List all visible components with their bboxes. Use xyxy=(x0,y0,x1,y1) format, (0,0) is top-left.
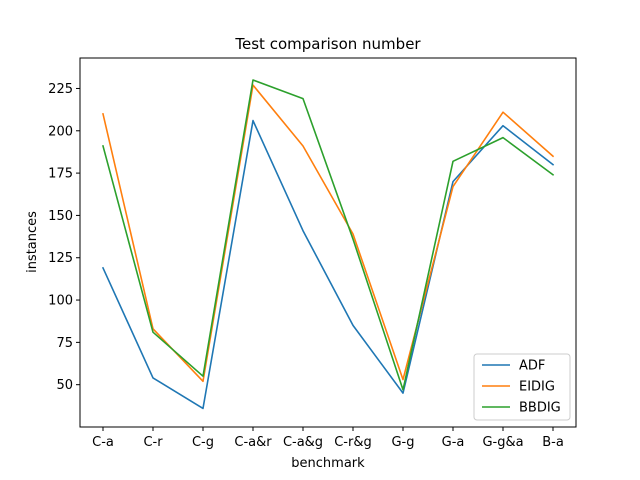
y-tick-label: 75 xyxy=(56,336,73,351)
y-tick-label: 225 xyxy=(48,82,73,97)
x-tick-label: C-a xyxy=(92,435,114,450)
y-tick-label: 100 xyxy=(48,294,73,309)
y-tick-label: 150 xyxy=(48,209,73,224)
legend-label: EIDIG xyxy=(519,380,555,395)
x-tick-label: C-g xyxy=(192,435,214,450)
x-axis-label: benchmark xyxy=(291,456,365,471)
legend-box xyxy=(473,353,571,421)
x-tick-label: C-r xyxy=(143,435,163,450)
x-tick-label: G-a xyxy=(442,435,465,450)
plot-area xyxy=(101,79,555,410)
x-tick-label: B-a xyxy=(542,435,564,450)
y-tick-label: 125 xyxy=(48,251,73,266)
x-tick-label: G-g&a xyxy=(482,435,523,450)
y-tick-label: 175 xyxy=(48,167,73,182)
legend: ADF EIDIG BBDIG xyxy=(473,353,571,421)
y-tick-label: 200 xyxy=(48,124,73,139)
x-tick-label: G-g xyxy=(391,435,414,450)
legend-label: BBDIG xyxy=(519,401,561,416)
series-line-adf xyxy=(101,119,555,410)
series-line-bbdig xyxy=(102,79,555,391)
y-axis-label: instances xyxy=(25,211,40,273)
chart-title: Test comparison number xyxy=(234,35,421,53)
legend-label: ADF xyxy=(519,359,545,374)
x-tick-label: C-a&g xyxy=(283,435,323,450)
y-tick-label: 50 xyxy=(56,378,73,393)
x-tick-label: C-a&r xyxy=(234,435,272,450)
plot-frame xyxy=(79,57,577,428)
x-tick-label: C-r&g xyxy=(334,435,372,450)
